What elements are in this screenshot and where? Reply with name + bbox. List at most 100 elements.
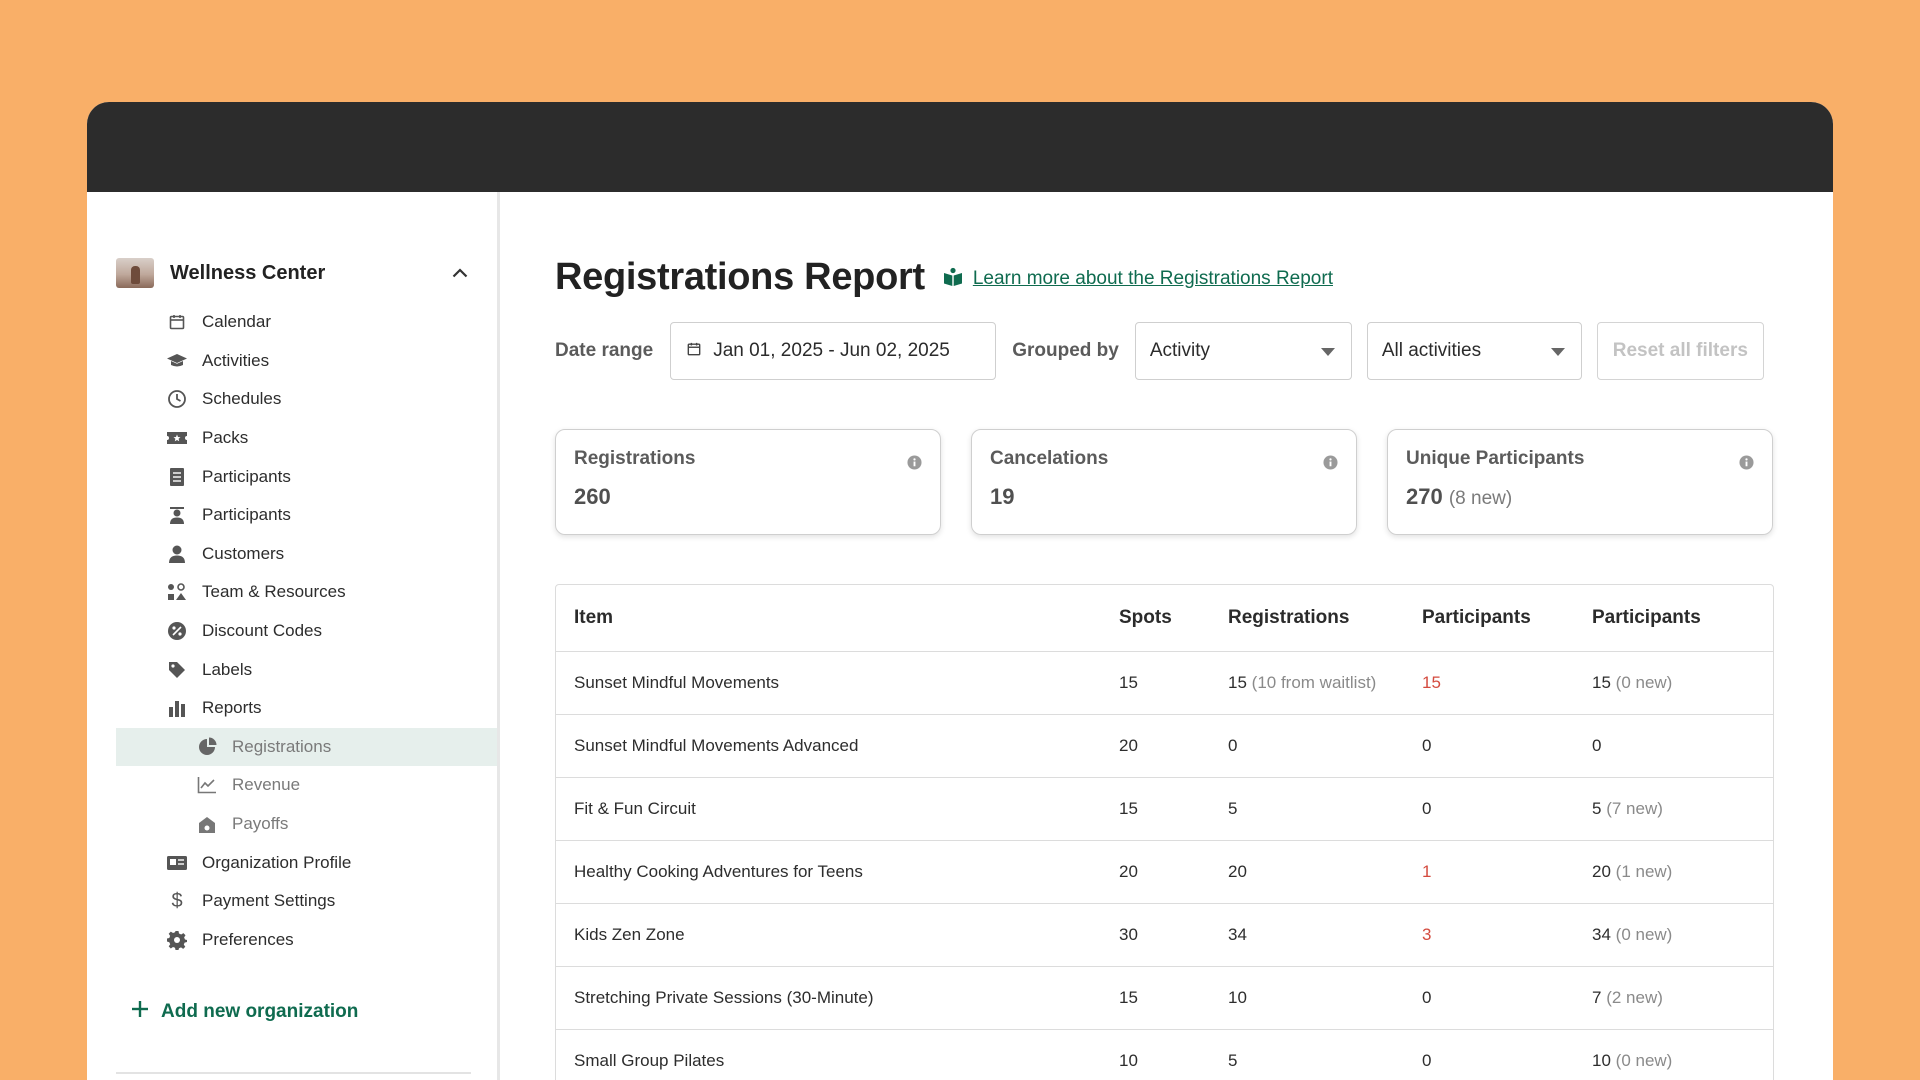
cell-registrations: 34	[1210, 903, 1404, 967]
cell-participants: 3	[1404, 903, 1574, 967]
sidebar-item-label: Participants	[202, 505, 291, 525]
sidebar-item-packs[interactable]: Packs	[87, 419, 497, 458]
sidebar-subitem-payoffs[interactable]: Payoffs	[87, 805, 497, 844]
date-range-picker[interactable]: Jan 01, 2025 - Jun 02, 2025	[670, 322, 997, 380]
ticket-icon	[166, 427, 188, 449]
sidebar-item-calendar[interactable]: Calendar	[87, 303, 497, 342]
dollar-icon: $	[171, 889, 183, 912]
cell-item: Sunset Mindful Movements Advanced	[556, 714, 1101, 778]
sidebar-item-reports[interactable]: Reports	[87, 689, 497, 728]
clock-icon	[166, 388, 188, 410]
sidebar-item-labels[interactable]: Labels	[87, 650, 497, 689]
column-header-registrations[interactable]: Registrations	[1210, 585, 1404, 652]
cell-participants: 0	[1404, 777, 1574, 841]
cell-spots: 30	[1101, 903, 1210, 967]
cell-item: Small Group Pilates	[556, 1029, 1101, 1080]
info-icon[interactable]	[1323, 455, 1338, 470]
cell-registrations: 20	[1210, 840, 1404, 904]
sidebar-item-payment-settings[interactable]: $ Payment Settings	[87, 882, 497, 921]
grouped-by-label: Grouped by	[1012, 340, 1119, 361]
table-row[interactable]: Sunset Mindful Movements 15 15 (10 from wa…	[556, 651, 1773, 715]
sidebar-item-participants-instructors[interactable]: Participants	[87, 496, 497, 535]
card-value-note: (8 new)	[1448, 488, 1513, 509]
main-content: Registrations Report Learn more about th…	[500, 192, 1833, 1080]
cell-participants-new: 15 (0 new)	[1574, 651, 1773, 715]
title-bar	[87, 102, 1833, 192]
sidebar-item-customers[interactable]: Customers	[87, 535, 497, 574]
cell-participants-new: 5 (7 new)	[1574, 777, 1773, 841]
graduation-cap-icon	[166, 350, 188, 372]
grouped-by-select[interactable]: Activity	[1134, 322, 1352, 380]
sidebar-item-label: Preferences	[202, 929, 294, 949]
app-window: Wellness Center Calendar Activities	[87, 102, 1833, 1080]
learn-more: Learn more about the Registrations Repor…	[943, 267, 1333, 292]
date-range-label: Date range	[555, 340, 654, 361]
sidebar-item-label: Labels	[202, 659, 253, 679]
cancelations-card: Cancelations 19	[971, 429, 1357, 535]
column-header-participants-new[interactable]: Participants	[1574, 585, 1773, 652]
table-row[interactable]: Sunset Mindful Movements Advanced 20 0 0 0	[556, 714, 1773, 778]
cell-participants: 0	[1404, 1029, 1574, 1080]
sidebar-item-activities[interactable]: Activities	[87, 342, 497, 381]
table-row[interactable]: Fit & Fun Circuit 15 5 0 5 (7 new)	[556, 777, 1773, 841]
sidebar-item-team-resources[interactable]: Team & Resources	[87, 573, 497, 612]
sidebar-item-label: Customers	[202, 543, 285, 563]
column-header-spots[interactable]: Spots	[1101, 585, 1210, 652]
org-name: Wellness Center	[170, 261, 326, 284]
cell-participants: 1	[1404, 840, 1574, 904]
reset-filters-button[interactable]: Reset all filters	[1596, 322, 1764, 380]
sidebar-item-label: Discount Codes	[202, 621, 323, 641]
card-label: Unique Participants	[1406, 448, 1585, 469]
cell-spots: 15	[1101, 651, 1210, 715]
card-value: 19	[990, 484, 1015, 509]
cell-registrations: 5	[1210, 1029, 1404, 1080]
sidebar-item-label: Payment Settings	[202, 891, 336, 911]
cell-spots: 15	[1101, 777, 1210, 841]
filter-bar: Date range Jan 01, 2025 - Jun 02, 2025 G…	[555, 322, 1774, 380]
calendar-icon	[687, 340, 701, 362]
sidebar-item-label: Packs	[202, 428, 249, 448]
add-organization-label: Add new organization	[161, 1001, 359, 1022]
table-row[interactable]: Kids Zen Zone 30 34 3 34 (0 new)	[556, 903, 1773, 967]
cell-registrations: 15 (10 from waitlist)	[1210, 651, 1404, 715]
info-icon[interactable]	[907, 455, 922, 470]
info-icon[interactable]	[1739, 455, 1754, 470]
org-switcher[interactable]: Wellness Center	[116, 256, 471, 290]
table-row[interactable]: Healthy Cooking Adventures for Teens 20 20…	[556, 840, 1773, 904]
grouped-by-value: Activity	[1149, 340, 1211, 361]
card-label: Registrations	[574, 448, 696, 469]
table-row[interactable]: Stretching Private Sessions (30-Minute) 1…	[556, 966, 1773, 1030]
caret-down-icon	[1550, 340, 1565, 362]
table-row[interactable]: Small Group Pilates 10 5 0 10 (0 new)	[556, 1029, 1773, 1080]
book-icon	[943, 267, 963, 292]
card-value: 260	[574, 484, 611, 509]
sidebar-divider	[116, 1072, 471, 1074]
sidebar-item-participants[interactable]: Participants	[87, 457, 497, 496]
chevron-up-icon[interactable]	[449, 262, 471, 284]
add-organization-button[interactable]: Add new organization	[131, 1000, 358, 1024]
sidebar-subitem-registrations[interactable]: Registrations	[116, 727, 497, 767]
column-header-participants[interactable]: Participants	[1404, 585, 1574, 652]
column-header-item[interactable]: Item	[556, 585, 1101, 652]
sidebar-item-schedules[interactable]: Schedules	[87, 380, 497, 419]
tag-icon	[166, 659, 188, 681]
learn-more-link[interactable]: Learn more about the Registrations Repor…	[972, 268, 1333, 289]
sidebar-item-discount-codes[interactable]: Discount Codes	[87, 612, 497, 651]
sidebar-item-label: Revenue	[232, 775, 301, 795]
sidebar-item-preferences[interactable]: Preferences	[87, 921, 497, 960]
card-label: Cancelations	[990, 448, 1109, 469]
cell-participants: 0	[1404, 714, 1574, 778]
sidebar-subitem-revenue[interactable]: Revenue	[87, 766, 497, 805]
sidebar-item-organization-profile[interactable]: Organization Profile	[87, 843, 497, 882]
sidebar-item-label: Registrations	[232, 736, 332, 756]
percent-badge-icon	[166, 620, 188, 642]
app-content: Wellness Center Calendar Activities	[87, 192, 1833, 1080]
cell-spots: 20	[1101, 840, 1210, 904]
sidebar-item-label: Calendar	[202, 312, 271, 332]
sidebar-item-label: Participants	[202, 466, 291, 486]
activity-filter-select[interactable]: All activities	[1366, 322, 1582, 380]
teacher-icon	[166, 504, 188, 526]
sidebar-item-label: Payoffs	[232, 814, 289, 834]
cell-participants-new: 10 (0 new)	[1574, 1029, 1773, 1080]
date-range-value: Jan 01, 2025 - Jun 02, 2025	[713, 340, 950, 361]
